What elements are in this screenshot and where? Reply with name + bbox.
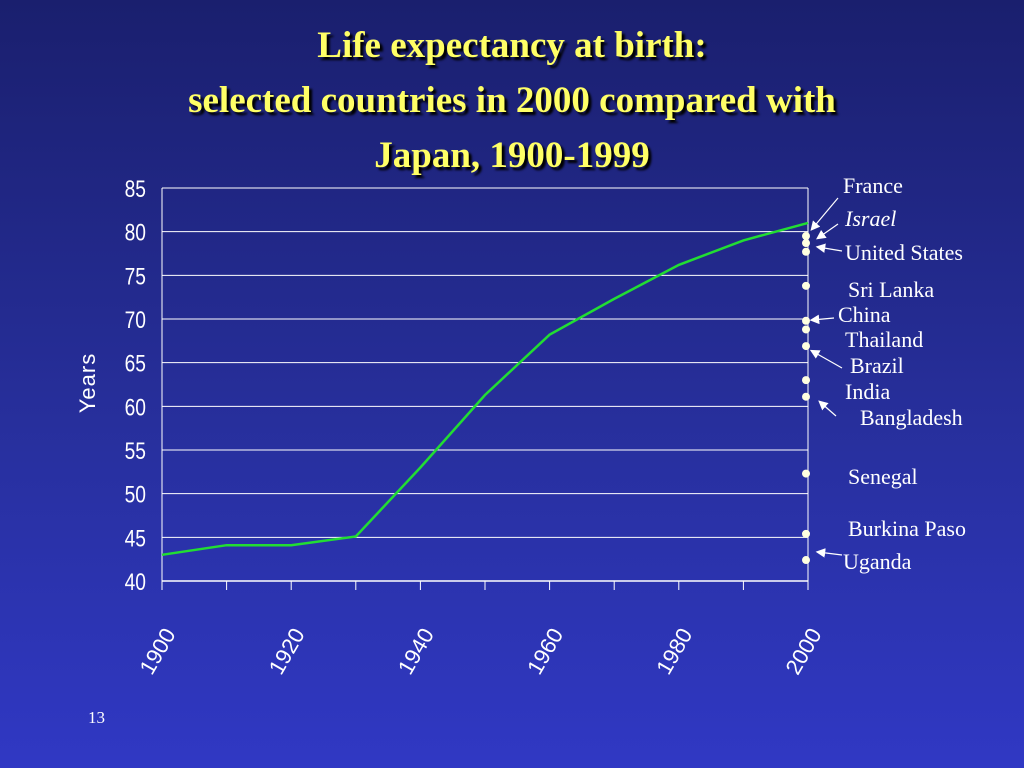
country-labels: France Israel United States Sri LankaChinaT… xyxy=(809,173,966,574)
country-label: Sri Lanka xyxy=(848,277,934,302)
country-point xyxy=(802,232,810,241)
label-pointer-arrow xyxy=(815,243,843,253)
country-points xyxy=(802,232,810,565)
country-label: Uganda xyxy=(843,549,912,574)
title-line-2: selected countries in 2000 compared with xyxy=(188,80,836,121)
country-point xyxy=(802,316,810,325)
country-point xyxy=(802,376,810,385)
y-tick-label: 75 xyxy=(125,262,146,290)
country-label: United States xyxy=(845,240,963,265)
country-point xyxy=(802,247,810,256)
country-label: Brazil xyxy=(850,353,904,378)
country-label: India xyxy=(845,379,890,404)
label-pointer-arrow xyxy=(809,349,843,369)
country-point xyxy=(802,469,810,478)
y-tick-label: 70 xyxy=(125,306,146,334)
y-tick-label: 65 xyxy=(125,350,146,378)
x-tick-label: 1940 xyxy=(393,624,439,679)
y-tick-label: 80 xyxy=(125,219,146,247)
country-point xyxy=(802,556,810,565)
y-tick-label: 40 xyxy=(125,568,146,596)
label-pointer-arrow xyxy=(815,548,843,558)
country-label: Senegal xyxy=(848,464,918,489)
slide-number: 13 xyxy=(88,708,105,727)
country-label: China xyxy=(838,302,891,327)
x-tick-label: 2000 xyxy=(780,624,826,679)
country-point xyxy=(802,342,810,351)
title-line-1: Life expectancy at birth: xyxy=(317,25,707,66)
label-pointer-arrow xyxy=(809,314,835,325)
y-tick-label: 55 xyxy=(125,437,146,465)
y-tick-label: 60 xyxy=(125,393,146,421)
gridlines xyxy=(162,187,808,538)
country-label: Bangladesh xyxy=(860,405,963,430)
y-tick-label: 50 xyxy=(125,481,146,509)
country-label: Thailand xyxy=(845,327,923,352)
slide-title: Life expectancy at birth: selected count… xyxy=(0,18,1024,183)
japan-series-line xyxy=(161,221,809,557)
country-point xyxy=(802,392,810,401)
label-pointer-arrow xyxy=(818,400,837,417)
country-point xyxy=(802,529,810,538)
x-tick-label: 1900 xyxy=(134,624,180,679)
x-tick-label: 1960 xyxy=(522,624,568,679)
country-point xyxy=(802,325,810,334)
country-label: Israel xyxy=(844,206,896,231)
y-tick-label: 45 xyxy=(125,524,146,552)
country-label: France xyxy=(843,173,903,198)
country-point xyxy=(802,281,810,290)
label-pointer-arrow xyxy=(810,197,839,231)
series-layer xyxy=(161,221,809,557)
label-pointer-arrow xyxy=(816,223,839,240)
country-label: Burkina Paso xyxy=(848,516,966,541)
title-line-3: Japan, 1900-1999 xyxy=(374,135,650,176)
y-axis-title: Years xyxy=(75,353,100,413)
y-tick-label: 85 xyxy=(125,175,146,203)
country-point xyxy=(802,239,810,248)
x-tick-label: 1980 xyxy=(651,624,697,679)
x-tick-label: 1920 xyxy=(264,624,310,679)
